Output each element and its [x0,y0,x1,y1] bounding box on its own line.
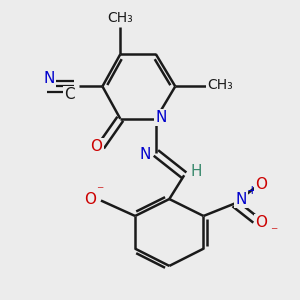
Text: N: N [156,110,167,125]
Text: ⁻: ⁻ [270,225,278,239]
Text: +: + [247,184,257,196]
Text: O: O [256,215,268,230]
Text: O: O [84,191,96,206]
Text: H: H [191,164,203,179]
Text: C: C [64,87,75,102]
Text: CH₃: CH₃ [208,78,233,92]
Text: N: N [140,147,151,162]
Text: CH₃: CH₃ [107,11,133,25]
Text: O: O [256,177,268,192]
Text: N: N [236,191,247,206]
Text: O: O [91,139,103,154]
Text: N: N [43,71,55,86]
Text: ⁻: ⁻ [96,184,104,198]
